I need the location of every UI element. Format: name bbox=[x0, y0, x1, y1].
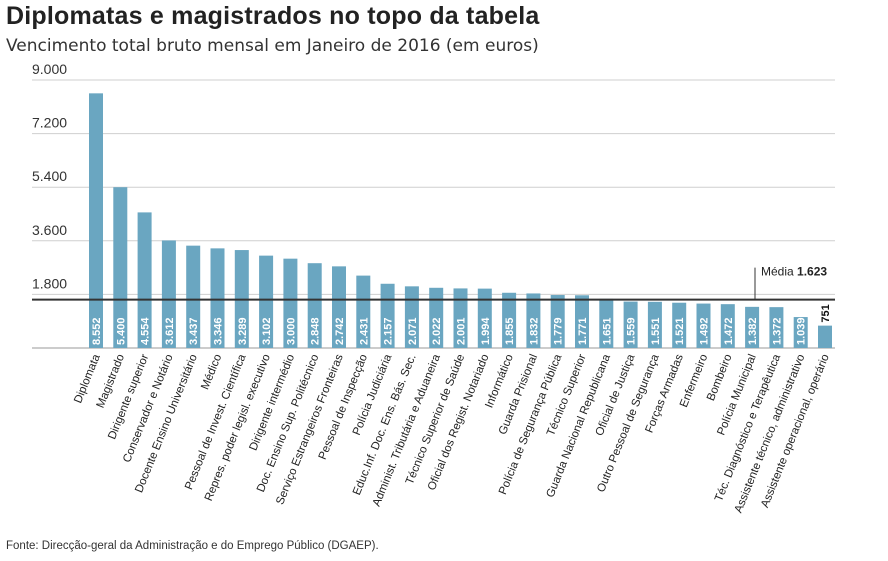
bar-value-label: 1.472 bbox=[723, 317, 735, 345]
bar-value-label: 2.157 bbox=[383, 317, 395, 345]
y-tick-label: 9.000 bbox=[32, 61, 67, 77]
bar bbox=[818, 325, 832, 348]
bar bbox=[137, 212, 152, 348]
y-tick-label: 5.400 bbox=[32, 168, 67, 184]
bar-value-label: 1.559 bbox=[626, 317, 638, 345]
bar bbox=[404, 286, 419, 348]
y-tick-label: 3.600 bbox=[32, 222, 67, 238]
bar bbox=[575, 295, 589, 348]
bar bbox=[599, 298, 614, 348]
bar-value-label: 2.001 bbox=[456, 317, 468, 345]
bar-value-label: 1.651 bbox=[601, 317, 613, 345]
bar bbox=[769, 307, 784, 348]
average-label-text: Média bbox=[761, 265, 797, 279]
bar bbox=[745, 306, 760, 348]
bar-value-label: 8.552 bbox=[91, 317, 103, 345]
bar bbox=[672, 302, 687, 348]
bar-value-label: 4.554 bbox=[140, 317, 152, 345]
bar bbox=[720, 304, 735, 348]
bar bbox=[429, 287, 444, 348]
bar-value-label: 1.771 bbox=[577, 317, 589, 345]
bar bbox=[453, 288, 468, 348]
bar-value-label: 1.382 bbox=[747, 317, 759, 345]
bar bbox=[332, 266, 346, 348]
average-value: 1.623 bbox=[797, 265, 827, 279]
bar bbox=[502, 292, 517, 348]
bar-value-label: 3.289 bbox=[237, 317, 249, 345]
chart-subtitle: Vencimento total bruto mensal em Janeiro… bbox=[6, 36, 539, 56]
bar bbox=[283, 258, 298, 348]
bar bbox=[550, 295, 565, 348]
bar bbox=[89, 93, 103, 348]
bar bbox=[623, 301, 638, 348]
bar-value-label: 1.855 bbox=[504, 317, 516, 345]
bar bbox=[113, 187, 128, 348]
y-tick-label: 7.200 bbox=[32, 115, 67, 131]
bar-value-label: 1.039 bbox=[796, 317, 808, 345]
bar-value-label: 2.742 bbox=[334, 317, 346, 345]
bar bbox=[477, 288, 492, 348]
bar-value-label: 2.848 bbox=[310, 317, 322, 345]
bar-value-label: 3.346 bbox=[213, 317, 225, 345]
average-label: Média 1.623 bbox=[761, 265, 827, 279]
bar-value-label: 1.492 bbox=[699, 317, 711, 345]
bar-value-label: 5.400 bbox=[115, 317, 127, 345]
category-label: Médico bbox=[199, 353, 224, 392]
bar-value-label: 2.071 bbox=[407, 317, 419, 345]
bar bbox=[161, 240, 176, 348]
bar bbox=[793, 317, 808, 348]
bar-value-label: 1.832 bbox=[528, 317, 540, 345]
bar-value-label: 2.431 bbox=[358, 317, 370, 345]
bar-value-label: 3.612 bbox=[164, 317, 176, 345]
bar-value-label: 1.521 bbox=[674, 317, 686, 345]
bar bbox=[186, 245, 201, 348]
bar bbox=[696, 303, 711, 348]
y-tick-label: 1.800 bbox=[32, 275, 67, 291]
bar-value-label: 751 bbox=[820, 304, 832, 322]
chart-title: Diplomatas e magistrados no topo da tabe… bbox=[6, 2, 540, 30]
bar bbox=[210, 248, 225, 348]
source-note: Fonte: Direcção-geral da Administração e… bbox=[6, 540, 379, 552]
bar-value-label: 1.372 bbox=[771, 317, 783, 345]
bar-value-label: 1.551 bbox=[650, 317, 662, 345]
bar bbox=[526, 293, 541, 348]
bar-value-label: 1.779 bbox=[553, 317, 565, 345]
bar-value-label: 1.994 bbox=[480, 317, 492, 345]
bar bbox=[356, 275, 371, 348]
bar bbox=[307, 263, 322, 348]
bar-value-label: 3.102 bbox=[261, 317, 273, 345]
bar bbox=[647, 301, 662, 348]
bar bbox=[259, 255, 274, 348]
bar-value-label: 3.000 bbox=[285, 317, 297, 345]
bar-value-label: 2.022 bbox=[431, 317, 443, 345]
bar-value-label: 3.437 bbox=[188, 317, 200, 345]
